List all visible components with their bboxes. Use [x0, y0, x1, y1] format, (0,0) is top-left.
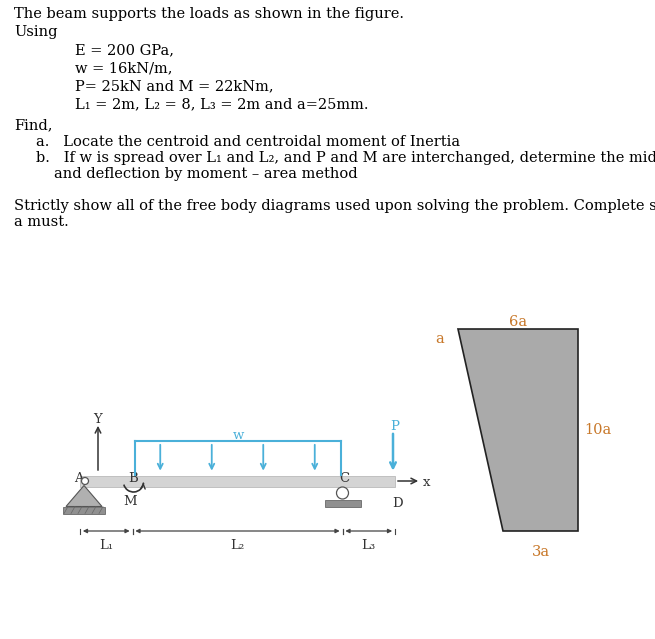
Text: Y: Y — [93, 413, 102, 426]
Text: b.   If w is spread over L₁ and L₂, and P and M are interchanged, determine the : b. If w is spread over L₁ and L₂, and P … — [36, 151, 655, 165]
Polygon shape — [66, 486, 102, 507]
Bar — [324, 500, 360, 507]
Text: L₁: L₁ — [99, 539, 113, 552]
Text: a: a — [436, 332, 444, 346]
Circle shape — [81, 477, 88, 484]
Text: L₁ = 2m, L₂ = 8, L₃ = 2m and a=25mm.: L₁ = 2m, L₂ = 8, L₃ = 2m and a=25mm. — [75, 97, 369, 111]
Text: E = 200 GPa,: E = 200 GPa, — [75, 43, 174, 57]
Polygon shape — [458, 329, 578, 531]
Text: Strictly show all of the free body diagrams used upon solving the problem. Compl: Strictly show all of the free body diagr… — [14, 199, 655, 213]
Text: 3a: 3a — [531, 545, 550, 559]
Bar — [80, 475, 395, 486]
Text: B: B — [128, 472, 138, 485]
Text: M: M — [124, 495, 137, 508]
Text: a must.: a must. — [14, 215, 69, 229]
Text: P: P — [390, 420, 399, 433]
Text: Using: Using — [14, 25, 58, 39]
Text: w: w — [233, 429, 244, 442]
Circle shape — [337, 487, 348, 499]
Text: Find,: Find, — [14, 118, 52, 132]
Bar — [63, 507, 105, 514]
Text: 10a: 10a — [584, 423, 611, 437]
Text: A: A — [74, 472, 84, 485]
Text: The beam supports the loads as shown in the figure.: The beam supports the loads as shown in … — [14, 7, 404, 21]
Text: 6a: 6a — [509, 315, 527, 329]
Text: w = 16kN/m,: w = 16kN/m, — [75, 61, 172, 75]
Text: x: x — [423, 476, 430, 489]
Text: L₃: L₃ — [362, 539, 376, 552]
Text: D: D — [392, 497, 403, 510]
Text: a.   Locate the centroid and centroidal moment of Inertia: a. Locate the centroid and centroidal mo… — [36, 135, 460, 149]
Text: and deflection by moment – area method: and deflection by moment – area method — [54, 167, 358, 181]
Text: C: C — [339, 472, 350, 485]
Text: L₂: L₂ — [231, 539, 244, 552]
Text: P= 25kN and M = 22kNm,: P= 25kN and M = 22kNm, — [75, 79, 274, 93]
